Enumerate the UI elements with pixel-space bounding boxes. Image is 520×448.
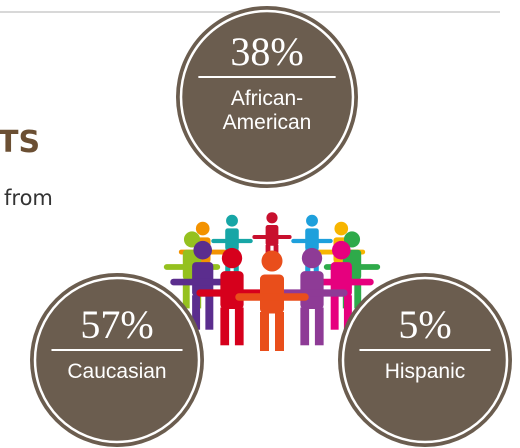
person-head (266, 212, 277, 223)
person-leg (275, 312, 284, 351)
person-leg (300, 308, 309, 346)
person-head (334, 222, 348, 236)
person-head (226, 215, 238, 227)
person-head (306, 215, 318, 227)
person-leg (220, 308, 229, 346)
person-head (332, 241, 351, 260)
person-head (302, 248, 322, 268)
person-head (193, 241, 212, 260)
person-leg (260, 312, 269, 351)
person-leg (331, 295, 339, 329)
stat-label: Caucasian (67, 360, 166, 383)
infographic: TS from 38% African-American 57% Caucasian 5… (0, 0, 520, 448)
stat-percent: 5% (398, 302, 451, 347)
body-text: from (4, 186, 53, 210)
person-head (262, 251, 283, 272)
stat-label: Hispanic (385, 360, 466, 383)
person-leg (235, 308, 244, 346)
stat-label: African- (231, 87, 303, 110)
stat-percent: 57% (80, 302, 153, 347)
person-head (222, 248, 242, 268)
person-leg (205, 295, 213, 329)
heading: TS (0, 125, 40, 160)
stat-label: American (223, 111, 312, 134)
person-head (196, 222, 210, 236)
stat-percent: 38% (230, 29, 303, 74)
person-leg (315, 308, 324, 346)
